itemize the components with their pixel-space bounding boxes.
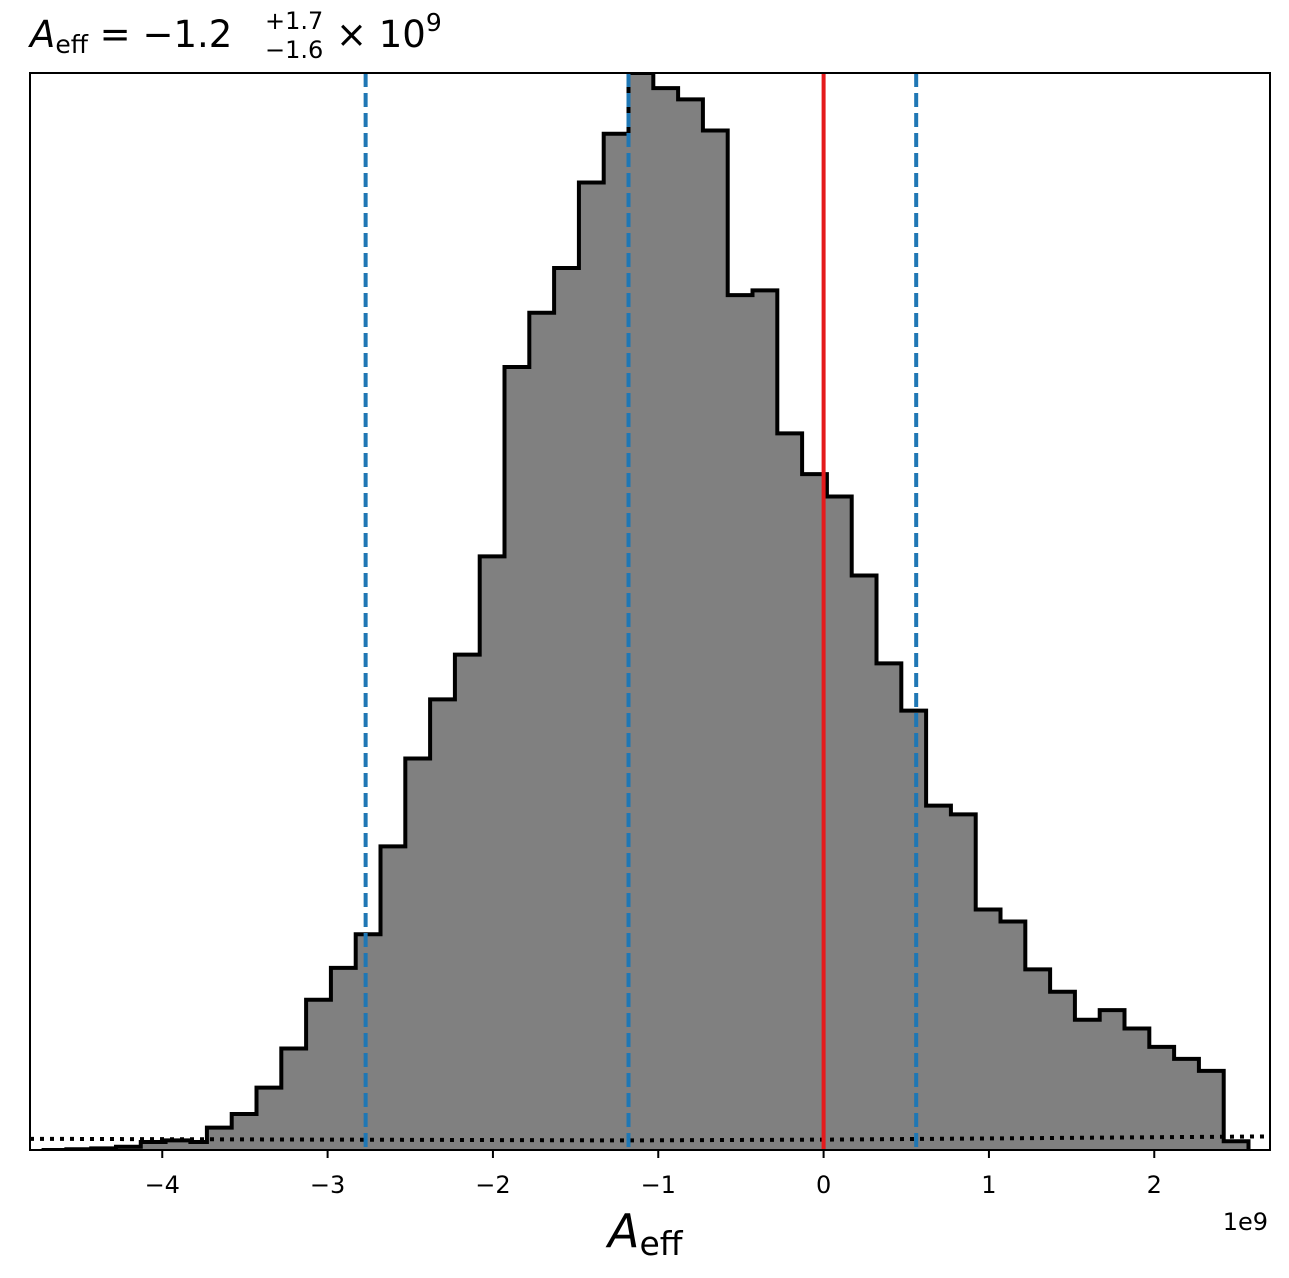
x-tick-label: −3 (310, 1171, 345, 1199)
histogram-bar (1000, 921, 1026, 1150)
histogram-bar (678, 99, 704, 1150)
histogram-bar (975, 909, 1002, 1150)
histogram-bar (628, 73, 654, 1150)
xlabel-symbol: A (605, 1204, 639, 1258)
histogram-bar (826, 496, 853, 1150)
title-exponent: 9 (426, 8, 442, 37)
title-symbol-sub: eff (55, 30, 88, 59)
histogram-bar (851, 575, 878, 1150)
chart-title: Aeff = −1.2 (28, 13, 232, 59)
histogram-bar (901, 710, 927, 1150)
histogram-bar (603, 133, 630, 1150)
histogram-bar (554, 267, 580, 1150)
histogram-bar (231, 1114, 258, 1150)
histogram-bar (140, 1142, 167, 1150)
x-tick-label: 1 (981, 1171, 996, 1199)
histogram-bar (479, 556, 506, 1150)
histogram-bar (330, 967, 357, 1150)
histogram-bar (702, 130, 729, 1150)
xlabel-sub: eff (639, 1224, 683, 1263)
histogram-bar (355, 934, 382, 1150)
histogram-bar (529, 312, 555, 1150)
histogram-bar (1074, 1019, 1101, 1150)
axes-frame (29, 72, 1271, 1151)
histogram-bar (926, 805, 952, 1150)
histogram-bar (727, 295, 754, 1150)
plot-area (29, 72, 1271, 1151)
histogram-bar (1099, 1010, 1126, 1150)
histogram-bar (950, 814, 977, 1150)
histogram-bar (405, 758, 431, 1150)
histogram-bar (578, 182, 605, 1150)
histogram-bar (206, 1127, 233, 1150)
histogram-bar (653, 88, 679, 1150)
histogram-bar (190, 1142, 208, 1150)
histogram-bar (380, 846, 406, 1150)
histogram-bar (454, 654, 481, 1150)
title-times: × 10 (336, 13, 426, 56)
x-tick-label: −2 (475, 1171, 510, 1199)
histogram-bar (1223, 1141, 1250, 1150)
histogram-bar (281, 1048, 307, 1150)
histogram-bar (504, 367, 530, 1150)
histogram-bar (752, 290, 778, 1150)
title-times-power: × 109 (336, 8, 442, 56)
histogram-bar (165, 1140, 191, 1150)
histogram-bar (1025, 969, 1051, 1150)
plot-content (30, 73, 1270, 1150)
histogram-bar (1124, 1028, 1150, 1150)
histogram-bar (1174, 1058, 1200, 1150)
title-symbol: A (28, 13, 55, 56)
x-tick-label: 0 (816, 1171, 831, 1199)
title-lower-error: −1.6 (265, 36, 323, 64)
histogram-bar (430, 699, 456, 1150)
x-tick-label: 2 (1147, 1171, 1162, 1199)
x-offset-text: 1e9 (1223, 1208, 1268, 1236)
histogram-outline (41, 73, 1251, 1150)
x-tick-label: −4 (145, 1171, 180, 1199)
title-upper-error: +1.7 (265, 7, 323, 35)
histogram-bar (876, 663, 902, 1150)
title-value: −1.2 (142, 13, 232, 56)
x-tick-label: −1 (641, 1171, 676, 1199)
x-axis-label: Aeff (605, 1204, 684, 1263)
histogram-bar (1149, 1046, 1175, 1150)
histogram-bar (1050, 991, 1076, 1150)
histogram-bar (306, 999, 332, 1150)
histogram-bar (777, 433, 803, 1150)
title-equals: = (88, 13, 143, 56)
x-axis: −4 −3 −2 −1 0 1 2 (145, 1150, 1162, 1199)
